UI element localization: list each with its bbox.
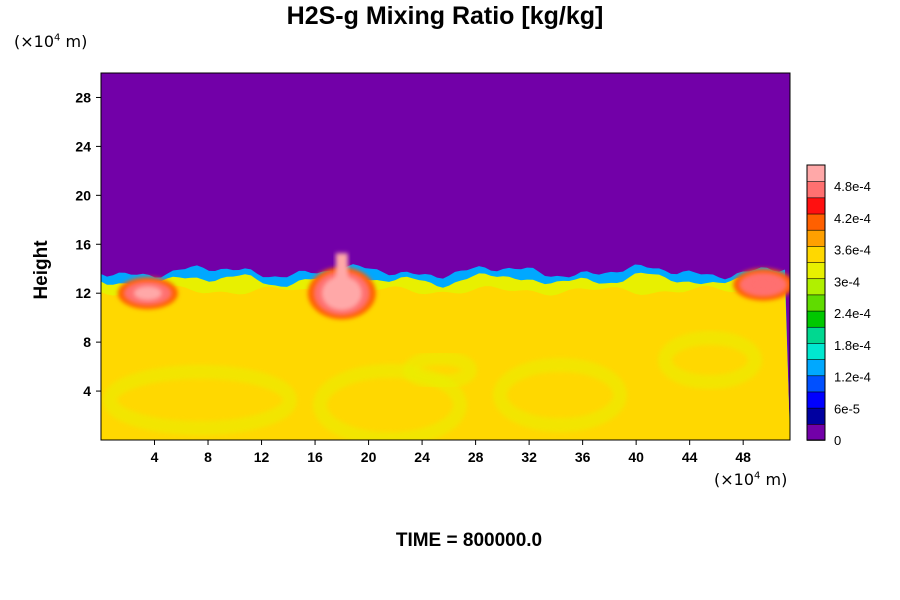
- y-tick-label: 28: [75, 89, 91, 105]
- colorbar: 0 6e-5 1.2e-4 1.8e-4 2.4e-4 3e-4 3.6e-4 4.2e-4 4…: [806, 164, 871, 448]
- x-tick-label: 20: [361, 449, 377, 465]
- colorbar-tick-label: 3.6e-4: [834, 243, 871, 258]
- mixing-ratio-field: [101, 73, 790, 440]
- colorbar-frame: [806, 164, 826, 441]
- colorbar-swatch: [806, 164, 826, 182]
- colorbar-tick-label: 2.4e-4: [834, 306, 871, 321]
- y-tick-label: 16: [75, 236, 91, 252]
- colorbar-swatch: [806, 407, 826, 425]
- colorbar-swatch: [806, 294, 826, 312]
- x-axis-ticks: 4 8 12 16 20 24 28 32 36 40 44 48: [151, 440, 751, 465]
- y-tick-label: 20: [75, 187, 91, 203]
- x-tick-label: 48: [735, 449, 751, 465]
- colorbar-tick-label: 1.8e-4: [834, 338, 871, 353]
- y-axis-ticks: 4 8 12 16 20 24 28: [75, 89, 101, 399]
- chart-title: H2S-g Mixing Ratio [kg/kg]: [286, 2, 604, 30]
- y-axis-unit: (×104 m): [14, 32, 88, 51]
- colorbar-swatch: [806, 277, 826, 296]
- x-tick-label: 8: [204, 449, 212, 465]
- eddy-swirl: [403, 351, 477, 389]
- colorbar-swatch: [806, 213, 826, 231]
- eddy-swirl: [493, 358, 627, 432]
- x-tick-label: 12: [254, 449, 270, 465]
- colorbar-swatch: [806, 197, 826, 215]
- colorbar-swatch: [806, 391, 826, 409]
- plot-frame: [100, 72, 791, 441]
- y-tick-label: 8: [83, 334, 91, 350]
- colorbar-tick-label: 1.2e-4: [834, 370, 871, 385]
- colorbar-swatch: [806, 261, 826, 280]
- colorbar-swatch: [806, 423, 826, 441]
- colorbar-swatch: [806, 342, 826, 360]
- y-tick-label: 4: [83, 383, 91, 399]
- colorbar-swatch: [806, 229, 826, 247]
- eddy-swirl: [658, 331, 762, 389]
- x-tick-label: 4: [151, 449, 159, 465]
- colorbar-tick-label: 3e-4: [834, 274, 860, 289]
- plume-column: [335, 253, 348, 284]
- colorbar-swatch: [806, 374, 826, 393]
- x-tick-label: 36: [575, 449, 591, 465]
- x-tick-label: 16: [307, 449, 323, 465]
- colorbar-swatch: [806, 245, 826, 263]
- time-label: TIME = 800000.0: [395, 530, 543, 551]
- colorbar-tick-label: 0: [834, 433, 841, 448]
- plume-core: [749, 277, 778, 292]
- x-tick-label: 28: [468, 449, 484, 465]
- eddy-swirl: [313, 364, 467, 440]
- colorbar-swatch: [806, 358, 826, 377]
- x-tick-label: 40: [628, 449, 644, 465]
- colorbar-swatch: [806, 310, 826, 328]
- x-tick-label: 24: [414, 449, 430, 465]
- colorbar-swatch: [806, 180, 826, 199]
- y-tick-label: 24: [75, 138, 91, 154]
- colorbar-tick-label: 4.8e-4: [834, 179, 871, 194]
- eddy-swirl: [103, 365, 297, 435]
- colorbar-tick-label: 6e-5: [834, 401, 860, 416]
- plume-core: [133, 286, 162, 301]
- colorbar-tick-label: 4.2e-4: [834, 211, 871, 226]
- x-axis-unit: (×104 m): [714, 470, 788, 489]
- colorbar-swatch: [806, 326, 826, 344]
- x-tick-label: 32: [521, 449, 537, 465]
- y-tick-label: 12: [75, 285, 91, 301]
- x-tick-label: 44: [682, 449, 698, 465]
- plume-core: [321, 276, 362, 311]
